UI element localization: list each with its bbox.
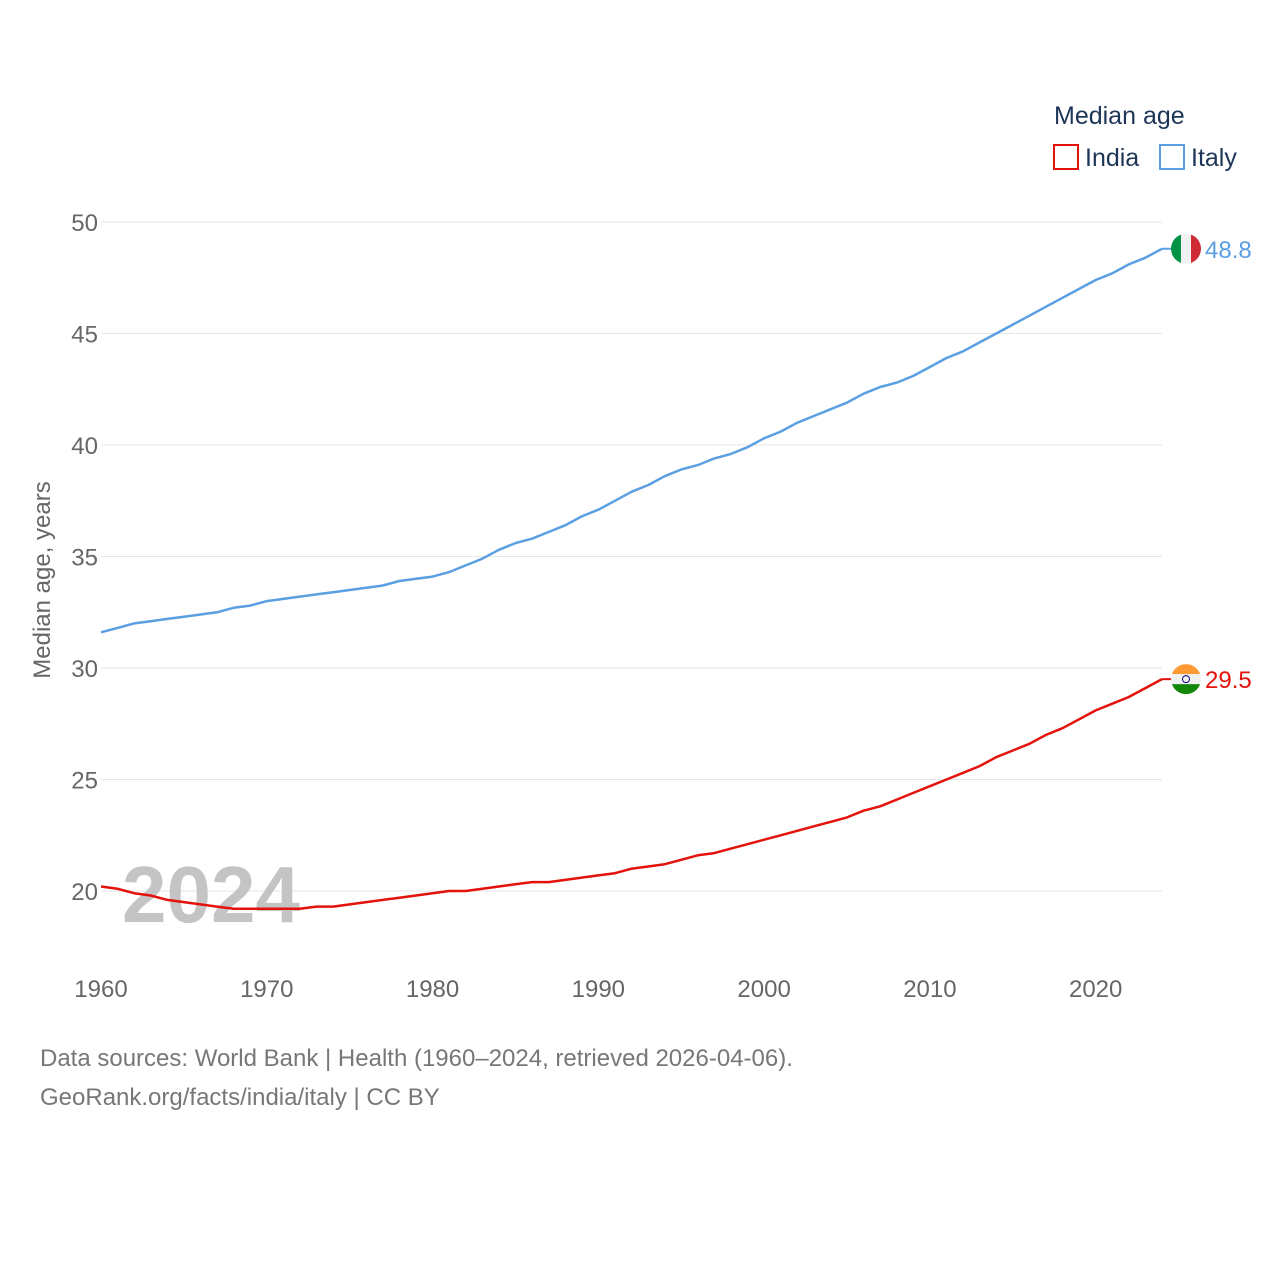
y-tick-label: 25 bbox=[71, 768, 98, 795]
data-source-note: Data sources: World Bank | Health (1960–… bbox=[40, 1045, 793, 1072]
x-tick-label: 2000 bbox=[737, 976, 790, 1003]
legend-item-india[interactable]: India bbox=[1053, 144, 1139, 172]
x-tick-label: 2010 bbox=[903, 976, 956, 1003]
x-tick-label: 1970 bbox=[240, 976, 293, 1003]
y-tick-label: 50 bbox=[71, 210, 98, 237]
x-tick-label: 1980 bbox=[406, 976, 459, 1003]
y-tick-label: 20 bbox=[71, 879, 98, 906]
x-tick-label: 1990 bbox=[572, 976, 625, 1003]
india-flag-icon bbox=[1171, 664, 1201, 695]
grid bbox=[101, 221, 1162, 892]
y-tick-label: 45 bbox=[71, 322, 98, 349]
italy-flag-icon bbox=[1171, 233, 1201, 264]
legend-swatch-india bbox=[1053, 144, 1079, 170]
legend: Median age India Italy bbox=[1053, 102, 1237, 172]
legend-swatch-italy bbox=[1159, 144, 1185, 170]
series-line-italy[interactable] bbox=[100, 247, 1163, 634]
y-axis-label: Median age, years bbox=[29, 481, 56, 678]
y-axis: 20 25 30 35 40 45 50 bbox=[71, 210, 98, 906]
y-tick-label: 35 bbox=[71, 545, 98, 572]
x-tick-label: 1960 bbox=[74, 976, 127, 1003]
end-value-label-india: 29.5 bbox=[1205, 667, 1252, 694]
legend-item-italy[interactable]: Italy bbox=[1159, 144, 1237, 172]
end-labels: 29.5 48.8 bbox=[1162, 233, 1252, 695]
legend-label-india: India bbox=[1085, 144, 1139, 172]
y-tick-label: 30 bbox=[71, 656, 98, 683]
series-lines bbox=[100, 247, 1163, 911]
credit-note[interactable]: GeoRank.org/facts/india/italy | CC BY bbox=[40, 1084, 440, 1111]
x-tick-label: 2020 bbox=[1069, 976, 1122, 1003]
end-value-label-italy: 48.8 bbox=[1205, 237, 1252, 264]
x-axis: 1960 1970 1980 1990 2000 2010 2020 bbox=[74, 976, 1122, 1003]
series-line-india[interactable] bbox=[100, 678, 1163, 911]
legend-title: Median age bbox=[1054, 102, 1185, 130]
legend-label-italy: Italy bbox=[1191, 144, 1237, 172]
y-tick-label: 40 bbox=[71, 433, 98, 460]
